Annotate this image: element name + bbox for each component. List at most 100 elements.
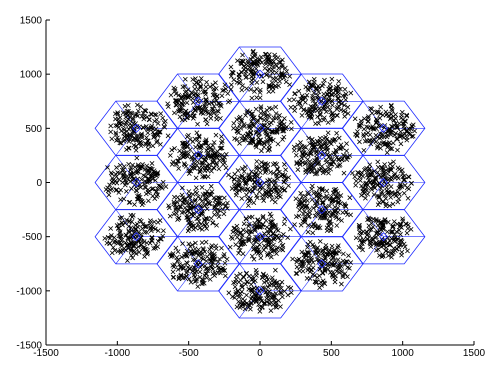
user-marker bbox=[204, 206, 210, 212]
user-marker bbox=[221, 195, 227, 201]
user-marker bbox=[342, 87, 348, 92]
user-marker bbox=[227, 244, 233, 250]
user-marker bbox=[331, 150, 337, 156]
user-marker bbox=[342, 203, 348, 208]
user-marker bbox=[229, 174, 234, 180]
user-marker bbox=[263, 166, 269, 172]
user-marker bbox=[237, 122, 243, 127]
user-marker bbox=[214, 222, 219, 228]
user-marker bbox=[332, 204, 338, 210]
user-marker bbox=[276, 298, 281, 303]
user-marker bbox=[368, 241, 373, 247]
user-marker bbox=[336, 79, 342, 84]
user-marker bbox=[275, 176, 280, 182]
user-marker bbox=[310, 162, 316, 168]
user-marker bbox=[273, 104, 279, 110]
user-marker bbox=[314, 157, 320, 163]
user-marker bbox=[274, 63, 280, 69]
user-marker bbox=[246, 123, 252, 129]
user-marker bbox=[132, 202, 137, 207]
user-marker bbox=[204, 79, 209, 85]
y-tick-label: -1500 bbox=[16, 341, 42, 352]
user-marker bbox=[196, 140, 202, 146]
user-marker bbox=[332, 136, 338, 142]
user-marker bbox=[321, 194, 327, 200]
user-marker bbox=[250, 185, 256, 190]
user-marker bbox=[177, 148, 182, 154]
user-marker bbox=[269, 80, 275, 86]
user-marker bbox=[273, 111, 279, 116]
user-marker bbox=[321, 91, 327, 97]
user-marker bbox=[306, 135, 312, 141]
user-marker bbox=[107, 182, 112, 188]
user-marker bbox=[197, 269, 203, 275]
user-marker bbox=[252, 278, 258, 284]
user-marker bbox=[309, 197, 315, 203]
user-marker bbox=[292, 104, 298, 110]
user-marker bbox=[258, 251, 264, 256]
user-marker bbox=[412, 128, 417, 134]
user-marker bbox=[108, 226, 114, 231]
y-tick-label: 1000 bbox=[20, 70, 43, 81]
user-marker bbox=[257, 224, 263, 230]
user-marker bbox=[319, 215, 325, 221]
user-marker bbox=[246, 132, 252, 137]
user-marker bbox=[298, 201, 303, 207]
user-marker bbox=[238, 79, 243, 84]
user-marker bbox=[260, 235, 266, 240]
user-marker bbox=[353, 235, 359, 241]
user-marker bbox=[207, 84, 213, 90]
user-marker bbox=[266, 105, 272, 111]
user-marker bbox=[240, 251, 246, 257]
user-marker bbox=[276, 115, 282, 121]
user-marker bbox=[267, 136, 273, 142]
user-marker bbox=[275, 167, 280, 172]
user-marker bbox=[343, 209, 349, 215]
user-marker bbox=[268, 245, 274, 250]
user-marker bbox=[276, 169, 282, 175]
user-marker bbox=[241, 124, 247, 129]
user-marker bbox=[238, 117, 244, 123]
user-marker bbox=[238, 277, 244, 283]
y-ticks: -1500 -1000 -500 0 500 1000 1500 bbox=[16, 16, 50, 352]
user-marker bbox=[288, 290, 294, 296]
user-marker bbox=[246, 223, 251, 229]
user-marker bbox=[145, 130, 151, 136]
user-marker bbox=[253, 106, 259, 112]
user-marker bbox=[324, 136, 330, 142]
user-marker bbox=[235, 168, 241, 173]
user-marker bbox=[232, 181, 237, 187]
user-marker bbox=[254, 80, 260, 85]
user-marker bbox=[323, 157, 329, 163]
user-marker bbox=[313, 121, 318, 127]
user-marker bbox=[312, 171, 318, 177]
user-marker bbox=[125, 258, 130, 263]
user-marker bbox=[210, 82, 216, 88]
user-marker bbox=[361, 147, 367, 153]
user-marker bbox=[261, 198, 267, 203]
sector-boundary bbox=[239, 263, 261, 291]
user-marker bbox=[278, 304, 283, 310]
y-tick-label: -1000 bbox=[16, 286, 42, 297]
user-marker bbox=[167, 213, 173, 219]
user-marker bbox=[408, 180, 414, 186]
user-marker bbox=[214, 162, 220, 168]
user-marker bbox=[255, 244, 260, 250]
user-marker bbox=[129, 214, 135, 220]
user-marker bbox=[305, 190, 310, 196]
user-marker bbox=[194, 130, 200, 136]
user-marker bbox=[237, 181, 242, 187]
user-marker bbox=[207, 247, 213, 252]
user-marker bbox=[236, 299, 241, 305]
user-marker bbox=[341, 170, 347, 176]
user-marker bbox=[257, 140, 263, 146]
user-marker bbox=[342, 201, 347, 207]
user-marker bbox=[335, 205, 341, 211]
user-marker bbox=[319, 200, 325, 206]
user-marker bbox=[244, 86, 250, 91]
user-marker bbox=[192, 86, 198, 92]
user-marker bbox=[236, 250, 241, 256]
user-marker bbox=[124, 188, 129, 194]
user-marker bbox=[317, 167, 322, 173]
user-marker bbox=[172, 194, 177, 200]
